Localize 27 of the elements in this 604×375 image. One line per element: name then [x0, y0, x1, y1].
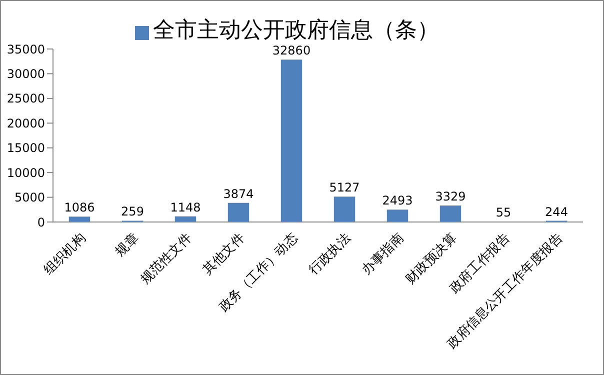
data-label: 259	[121, 204, 144, 219]
bar	[440, 206, 462, 222]
bar	[280, 60, 302, 222]
bar	[334, 196, 356, 222]
data-label: 5127	[329, 180, 360, 195]
data-label: 1086	[64, 200, 95, 215]
data-label: 55	[496, 206, 512, 220]
data-label: 244	[545, 204, 568, 219]
bar	[386, 210, 408, 222]
y-tick-label: 10000	[6, 166, 45, 180]
y-tick-label: 15000	[6, 141, 45, 156]
x-tick-label: 行政执法	[306, 230, 354, 278]
bar	[68, 216, 90, 222]
legend-label: 全市主动公开政府信息（条）	[153, 18, 439, 43]
y-tick-label: 5000	[14, 190, 45, 205]
y-tick-label: 0	[37, 215, 45, 230]
y-tick-label: 25000	[6, 92, 45, 106]
x-tick-label: 组织机构	[41, 230, 89, 278]
y-tick-label: 20000	[6, 116, 45, 130]
y-tick-label: 30000	[6, 66, 45, 81]
data-label: 3874	[223, 186, 254, 201]
y-tick-label: 35000	[6, 42, 45, 56]
data-label: 2493	[382, 194, 413, 208]
bar	[228, 202, 250, 222]
data-label: 1148	[170, 200, 201, 214]
data-label: 3329	[435, 190, 466, 204]
data-label: 32860	[272, 44, 311, 58]
